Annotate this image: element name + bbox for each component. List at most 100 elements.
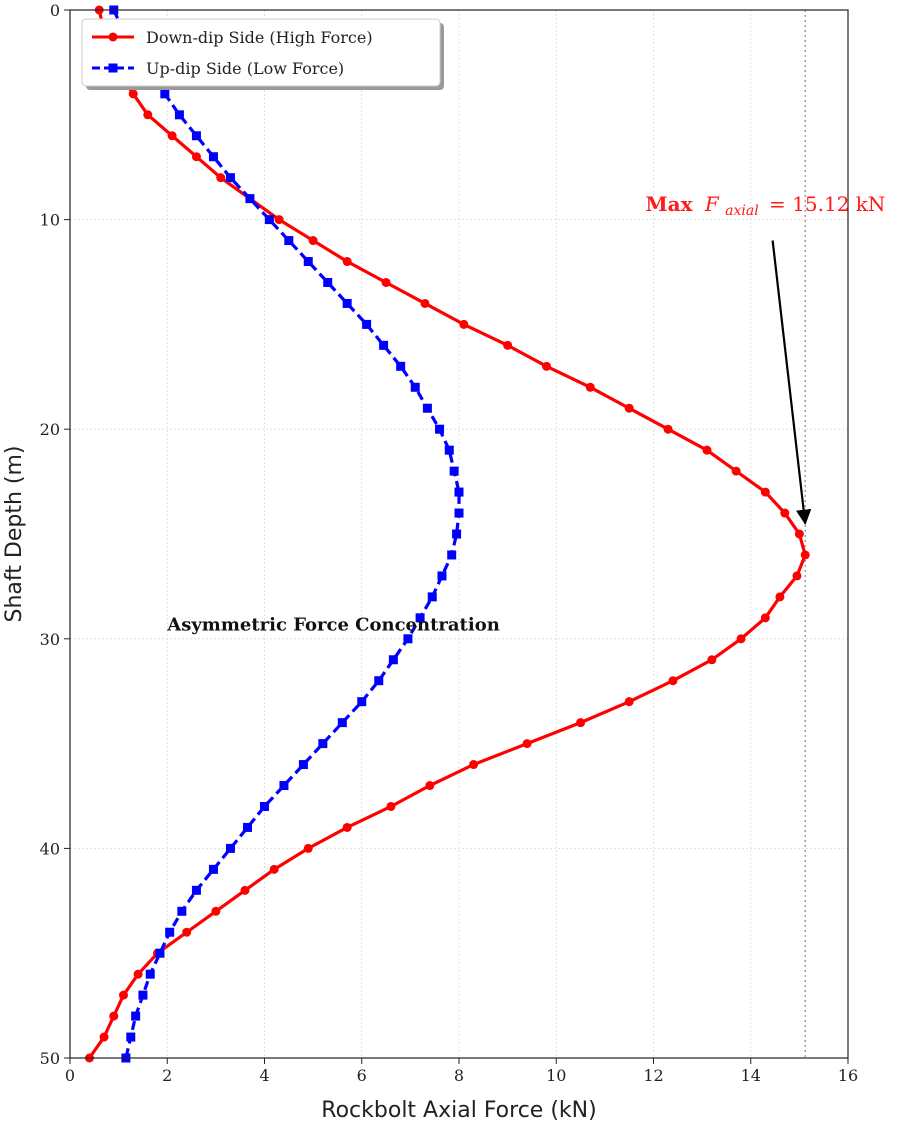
- data-point: [585, 382, 595, 392]
- data-point: [308, 236, 318, 246]
- data-point: [191, 152, 201, 162]
- data-point: [284, 236, 294, 246]
- data-point: [167, 131, 177, 141]
- y-tick-label: 50: [40, 1049, 60, 1068]
- data-point: [663, 424, 673, 434]
- data-point: [208, 152, 218, 162]
- data-point: [410, 382, 420, 392]
- max-annotation-prefix: Max: [646, 192, 694, 216]
- y-tick-label: 20: [40, 420, 60, 439]
- data-point: [454, 487, 464, 497]
- data-point: [298, 760, 308, 770]
- data-point: [624, 403, 634, 413]
- data-point: [342, 822, 352, 832]
- data-point: [342, 298, 352, 308]
- x-tick-label: 0: [65, 1066, 75, 1085]
- data-point: [138, 990, 148, 1000]
- data-point: [736, 634, 746, 644]
- x-tick-label: 4: [259, 1066, 269, 1085]
- data-point: [182, 927, 192, 937]
- data-point: [264, 215, 274, 225]
- data-point: [403, 634, 413, 644]
- data-point: [240, 885, 250, 895]
- x-tick-label: 6: [357, 1066, 367, 1085]
- data-point: [99, 1032, 109, 1042]
- data-point: [444, 445, 454, 455]
- data-point: [208, 864, 218, 874]
- data-point: [522, 739, 532, 749]
- data-point: [374, 676, 384, 686]
- data-point: [449, 466, 459, 476]
- data-point: [576, 718, 586, 728]
- data-point: [155, 948, 165, 958]
- data-point: [131, 1011, 141, 1021]
- data-point: [160, 89, 170, 99]
- data-point: [216, 173, 226, 183]
- legend-label-down-dip: Down-dip Side (High Force): [146, 28, 373, 47]
- data-point: [337, 718, 347, 728]
- data-point: [318, 739, 328, 749]
- data-point: [177, 906, 187, 916]
- data-point: [303, 257, 313, 267]
- y-tick-label: 0: [50, 1, 60, 20]
- data-point: [269, 864, 279, 874]
- legend: Down-dip Side (High Force) Up-dip Side (…: [81, 18, 444, 90]
- data-point: [454, 508, 464, 518]
- max-annotation-symbol: F: [704, 192, 720, 216]
- data-point: [388, 655, 398, 665]
- data-point: [342, 257, 352, 267]
- legend-label-up-dip: Up-dip Side (Low Force): [146, 59, 344, 78]
- data-point: [381, 277, 391, 287]
- data-point: [707, 655, 717, 665]
- x-tick-label: 12: [643, 1066, 663, 1085]
- data-point: [109, 1011, 119, 1021]
- data-point: [133, 969, 143, 979]
- y-axis-label: Shaft Depth (m): [2, 446, 27, 623]
- legend-marker-down-dip: [108, 32, 118, 42]
- y-tick-label: 40: [40, 839, 60, 858]
- legend-box: [81, 18, 441, 87]
- data-point: [191, 131, 201, 141]
- data-point: [165, 927, 175, 937]
- data-point: [174, 110, 184, 120]
- data-point: [459, 319, 469, 329]
- data-point: [211, 906, 221, 916]
- data-point: [503, 340, 513, 350]
- x-axis-label: Rockbolt Axial Force (kN): [321, 1098, 596, 1123]
- data-point: [225, 173, 235, 183]
- x-tick-label: 16: [838, 1066, 858, 1085]
- legend-marker-up-dip: [108, 63, 118, 73]
- data-point: [128, 89, 138, 99]
- data-point: [145, 969, 155, 979]
- data-point: [469, 760, 479, 770]
- data-point: [386, 801, 396, 811]
- data-point: [794, 529, 804, 539]
- data-point: [425, 781, 435, 791]
- data-point: [379, 340, 389, 350]
- x-tick-label: 14: [741, 1066, 761, 1085]
- data-point: [435, 424, 445, 434]
- data-point: [279, 781, 289, 791]
- x-tick-label: 2: [162, 1066, 172, 1085]
- ticks: 0 2 4 6 8 10 12 14 16 0 10 20 30 40 50: [40, 1, 859, 1085]
- data-point: [447, 550, 457, 560]
- data-point: [427, 592, 437, 602]
- data-point: [760, 613, 770, 623]
- max-arrow: [771, 240, 812, 526]
- series-line-up-dip: [112, 9, 461, 1059]
- data-point: [245, 194, 255, 204]
- series-markers-down-dip: [84, 5, 810, 1063]
- asymmetric-annotation: Asymmetric Force Concentration: [166, 614, 500, 635]
- data-point: [542, 361, 552, 371]
- data-point: [452, 529, 462, 539]
- data-point: [780, 508, 790, 518]
- max-force-annotation: Max F axial = 15.12 kN: [646, 192, 886, 220]
- data-point: [225, 843, 235, 853]
- data-point: [702, 445, 712, 455]
- data-point: [420, 298, 430, 308]
- data-point: [624, 697, 634, 707]
- x-tick-label: 8: [454, 1066, 464, 1085]
- x-tick-label: 10: [546, 1066, 566, 1085]
- data-point: [760, 487, 770, 497]
- data-point: [323, 277, 333, 287]
